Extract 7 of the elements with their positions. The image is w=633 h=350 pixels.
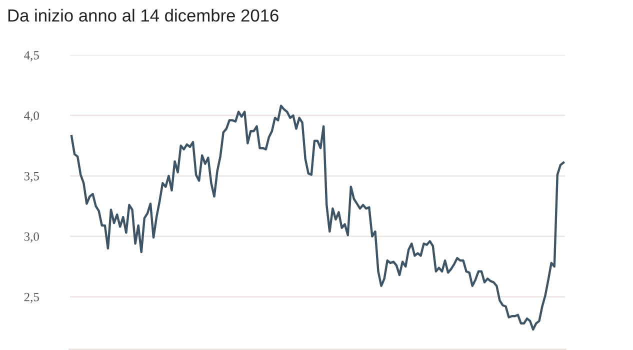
y-tick-label: 3,5 [24, 172, 39, 182]
y-tick-label: 3,0 [24, 232, 39, 243]
chart-title: Da inizio anno al 14 dicembre 2016 [8, 8, 278, 22]
line-series [70, 104, 565, 331]
y-tick-label: 2,5 [24, 292, 39, 304]
y-tick-label: 4,5 [24, 51, 39, 62]
y-tick-label: 4,0 [24, 111, 39, 122]
